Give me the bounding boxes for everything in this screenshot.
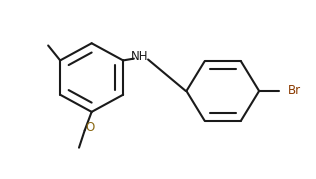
Text: NH: NH (131, 50, 148, 63)
Text: Br: Br (288, 84, 301, 98)
Text: O: O (85, 122, 95, 134)
